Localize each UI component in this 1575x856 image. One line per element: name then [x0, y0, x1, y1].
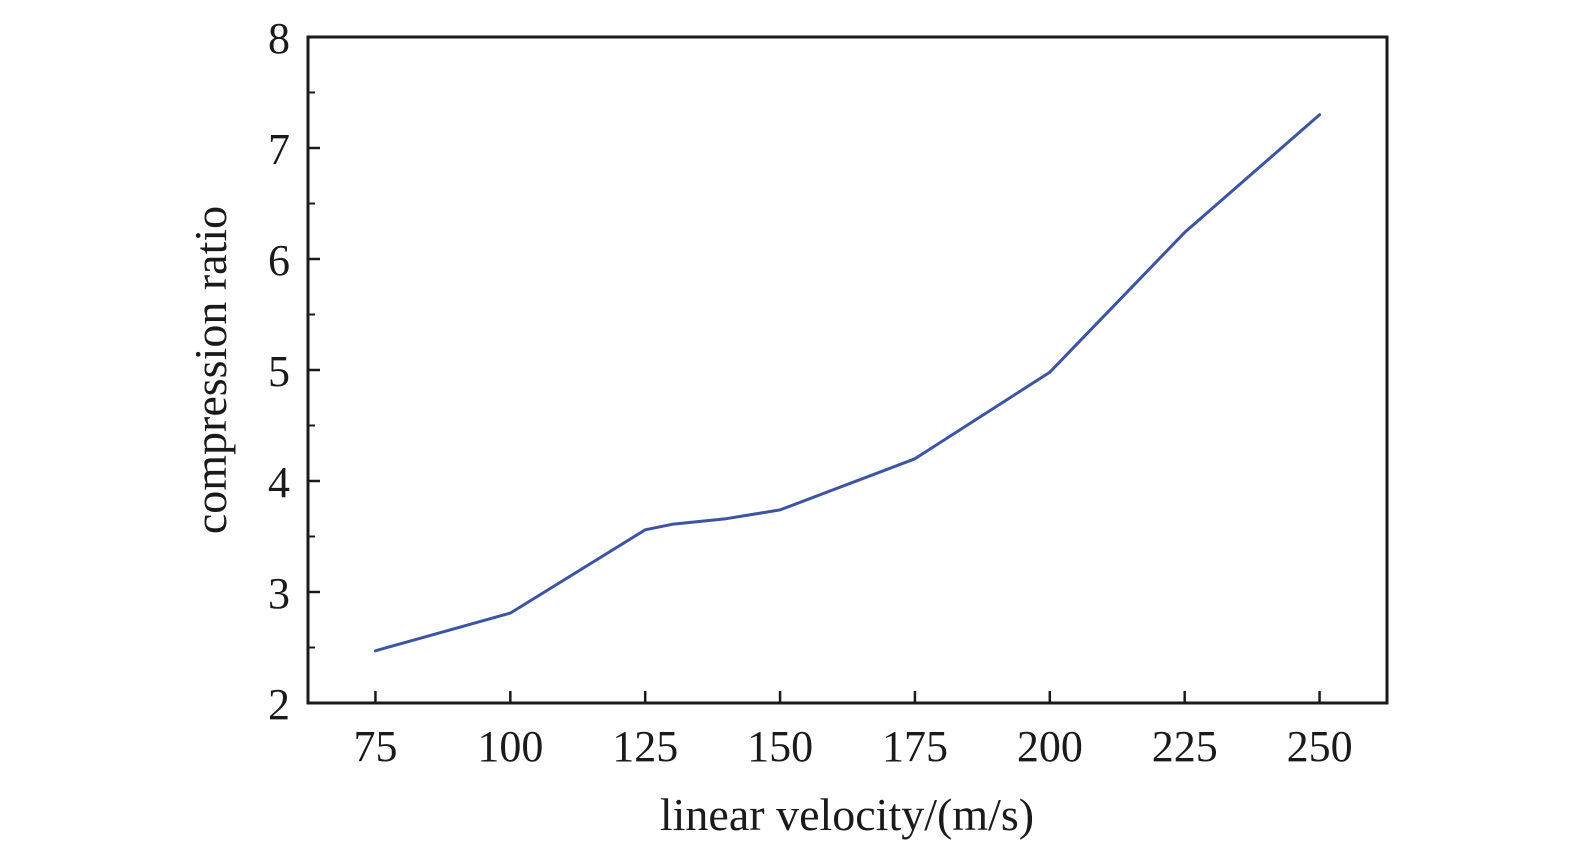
x-tick-label: 175 — [882, 722, 948, 771]
x-tick-label: 225 — [1152, 722, 1218, 771]
y-tick-label: 2 — [268, 680, 290, 729]
series-line — [373, 113, 1322, 653]
plot-frame — [306, 35, 1389, 705]
x-tick-label: 150 — [747, 722, 813, 771]
x-tick-label: 75 — [353, 722, 397, 771]
y-tick-label: 3 — [268, 569, 290, 618]
y-axis-ticks: 2 3 4 5 6 7 8 — [268, 14, 320, 729]
x-axis-label: linear velocity/(m/s) — [660, 789, 1034, 840]
y-tick-label: 8 — [268, 14, 290, 63]
y-tick-label: 6 — [268, 236, 290, 285]
x-tick-label: 125 — [612, 722, 678, 771]
y-tick-label: 7 — [268, 125, 290, 174]
y-tick-label: 5 — [268, 347, 290, 396]
x-axis-ticks: 75 100 125 150 175 200 225 250 — [353, 691, 1353, 771]
x-tick-label: 200 — [1017, 722, 1083, 771]
x-tick-label: 250 — [1287, 722, 1353, 771]
y-axis-label: compression ratio — [185, 206, 236, 534]
y-tick-label: 4 — [268, 458, 290, 507]
x-tick-label: 100 — [477, 722, 543, 771]
series-layer — [373, 113, 1322, 653]
